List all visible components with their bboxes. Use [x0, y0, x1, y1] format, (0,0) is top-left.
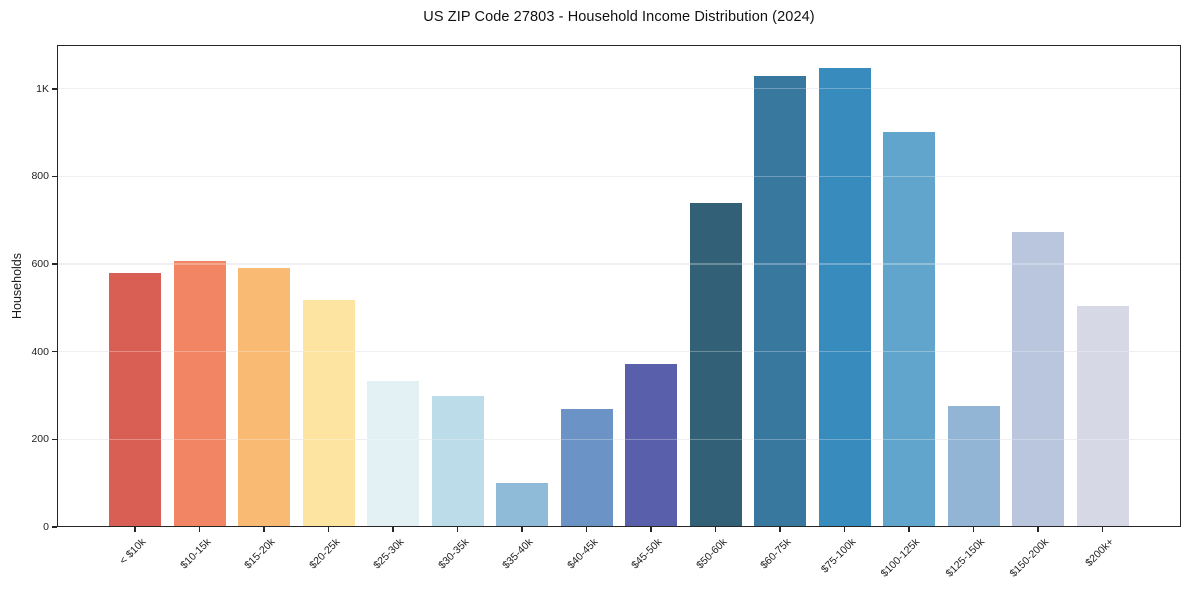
bar-$40-45k — [560, 408, 613, 527]
y-tick-label: 0 — [43, 521, 49, 533]
bar-$125-150k — [947, 405, 1000, 527]
x-tick-mark — [134, 527, 136, 532]
y-tick-mark — [52, 175, 57, 178]
bar-$75-100k — [818, 67, 871, 527]
gridline — [57, 351, 1181, 353]
x-tick-mark — [392, 527, 394, 532]
x-tick-mark — [263, 527, 265, 532]
y-tick-label: 400 — [31, 345, 49, 358]
gridline-overlay — [57, 263, 1181, 265]
x-tick-label: $200k+ — [1082, 536, 1116, 570]
y-tick-mark — [52, 88, 57, 90]
bar-$60-75k — [754, 75, 806, 527]
y-tick-mark — [52, 526, 57, 528]
gridline-overlay — [57, 351, 1181, 353]
bar-< $10k — [109, 272, 161, 527]
gridline-overlay — [57, 175, 1181, 178]
bar-$200k+ — [1076, 305, 1129, 527]
bar-$150-200k — [1012, 231, 1064, 527]
x-tick-mark — [1101, 527, 1104, 532]
y-tick-mark — [52, 351, 57, 353]
x-tick-label: $45-50k — [629, 536, 665, 572]
gridline-overlay — [57, 88, 1181, 90]
x-tick-mark — [714, 527, 717, 532]
gridline — [57, 438, 1181, 440]
y-tick-label: 200 — [31, 433, 49, 446]
x-tick-label: $150-200k — [1007, 536, 1052, 580]
plot-area — [57, 45, 1181, 527]
x-tick-mark — [198, 527, 201, 532]
x-tick-label: $60-75k — [758, 536, 794, 572]
bar-$10-15k — [173, 261, 226, 527]
x-tick-mark — [327, 527, 330, 532]
y-tick-label: 800 — [31, 170, 49, 183]
x-tick-label: $20-25k — [306, 536, 342, 572]
x-tick-mark — [585, 527, 588, 532]
bar-$30-35k — [431, 395, 484, 527]
gridline-overlay — [57, 438, 1181, 440]
bar-$35-40k — [496, 482, 548, 527]
chart-title: US ZIP Code 27803 - Household Income Dis… — [423, 9, 815, 25]
x-tick-mark — [1037, 527, 1039, 532]
bar-$100-125k — [883, 132, 935, 527]
x-tick-mark — [779, 527, 781, 532]
x-tick-mark — [908, 527, 910, 532]
bar-$45-50k — [625, 363, 677, 527]
y-tick-label: 1K — [36, 82, 49, 95]
x-tick-label: $40-45k — [564, 536, 600, 572]
x-tick-label: $15-20k — [242, 536, 278, 572]
x-tick-label: $10-15k — [177, 536, 213, 572]
x-tick-mark — [843, 527, 846, 532]
y-tick-mark — [52, 263, 57, 265]
x-tick-label: $50-60k — [693, 536, 729, 572]
bar-$50-60k — [689, 203, 742, 527]
x-tick-label: < $10k — [117, 536, 149, 567]
x-tick-mark — [456, 527, 459, 532]
x-tick-mark — [521, 527, 523, 532]
gridline — [57, 88, 1181, 90]
x-tick-mark — [972, 527, 975, 532]
bar-$20-25k — [302, 299, 355, 527]
y-tick-label: 600 — [31, 258, 49, 271]
x-tick-label: $25-30k — [371, 536, 407, 572]
x-tick-label: $30-35k — [435, 536, 471, 572]
bar-$25-30k — [367, 380, 419, 527]
y-tick-mark — [52, 438, 57, 441]
x-tick-mark — [650, 527, 652, 532]
gridline — [57, 263, 1181, 265]
bar-$15-20k — [238, 268, 290, 527]
gridline — [57, 175, 1181, 178]
x-tick-label: $125-150k — [943, 536, 987, 580]
x-tick-label: $75-100k — [818, 536, 858, 576]
x-tick-label: $35-40k — [500, 536, 536, 572]
x-tick-label: $100-125k — [878, 536, 923, 580]
